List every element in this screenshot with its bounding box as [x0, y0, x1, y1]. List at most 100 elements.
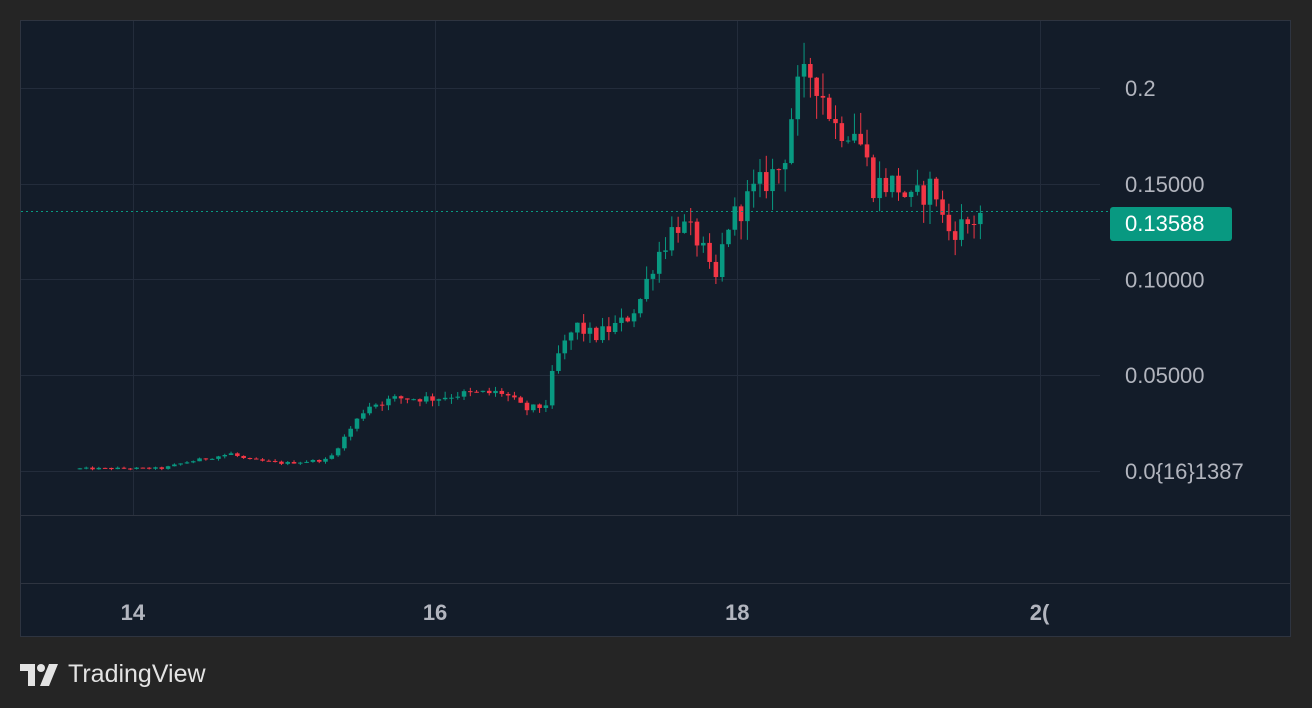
- candle-118: [820, 73, 826, 115]
- candle-108: [757, 159, 763, 198]
- candle-body-40: [329, 455, 335, 459]
- candle-body-142: [971, 223, 977, 225]
- candle-body-28: [253, 458, 259, 460]
- candle-body-15: [172, 464, 177, 467]
- candle-body-137: [940, 199, 945, 215]
- candle-11: [146, 467, 152, 470]
- candle-body-87: [625, 317, 631, 322]
- candle-body-34: [291, 462, 297, 464]
- candle-70: [518, 395, 523, 403]
- candle-114: [795, 65, 801, 136]
- candle-body-80: [581, 322, 586, 334]
- candle-125: [864, 129, 870, 167]
- candle-46: [367, 402, 372, 416]
- brand-name: TradingView: [68, 660, 206, 688]
- candle-body-136: [934, 178, 939, 200]
- candle-2: [90, 466, 95, 471]
- candle-37: [310, 459, 316, 463]
- candle-body-99: [701, 242, 706, 246]
- candle-107: [751, 169, 756, 208]
- candle-86: [619, 308, 624, 332]
- candle-99: [701, 236, 706, 253]
- candle-56: [430, 393, 435, 407]
- candle-52: [405, 398, 410, 404]
- candle-body-24: [228, 453, 234, 455]
- candle-body-62: [468, 391, 473, 393]
- candle-62: [468, 387, 473, 397]
- candle-body-48: [379, 404, 385, 406]
- candle-133: [915, 169, 920, 196]
- candle-44: [354, 418, 360, 432]
- candle-120: [833, 105, 838, 140]
- x-tick-label-0: 14: [121, 600, 146, 625]
- candle-body-115: [801, 64, 807, 77]
- candle-body-13: [159, 467, 165, 469]
- candle-body-11: [146, 467, 152, 469]
- candle-body-91: [650, 273, 656, 279]
- candle-body-42: [342, 436, 347, 449]
- candle-81: [587, 322, 593, 343]
- candle-body-77: [562, 340, 568, 354]
- candle-body-109: [764, 172, 769, 192]
- candle-body-90: [644, 278, 649, 300]
- candle-98: [694, 218, 700, 257]
- chart-panel[interactable]: 0.2 0.15000 0.10000 0.05000 0.0{16}1387 14 16 1…: [20, 20, 1291, 637]
- x-tick-label-1: 16: [423, 600, 447, 625]
- candle-body-43: [348, 428, 353, 437]
- candle-25: [235, 452, 240, 458]
- candle-body-104: [732, 206, 738, 230]
- x-tick-label-2: 18: [725, 600, 749, 625]
- candle-body-121: [839, 123, 845, 142]
- candle-34: [291, 460, 297, 464]
- candle-132: [908, 190, 914, 207]
- candle-21: [209, 458, 215, 460]
- candle-body-3: [96, 467, 102, 470]
- candle-138: [946, 203, 952, 241]
- candle-body-14: [165, 466, 171, 469]
- candle-body-94: [669, 227, 675, 251]
- candle-body-36: [304, 461, 309, 463]
- candle-1: [83, 466, 89, 470]
- candle-54: [417, 398, 423, 407]
- candle-28: [253, 457, 259, 460]
- candle-body-72: [531, 404, 536, 411]
- candle-body-59: [449, 397, 454, 399]
- candle-body-134: [921, 185, 926, 205]
- candle-139: [952, 221, 958, 256]
- candle-39: [323, 457, 328, 464]
- candle-88: [631, 309, 637, 328]
- candle-body-76: [556, 353, 561, 371]
- candle-body-63: [474, 391, 479, 393]
- candle-body-29: [260, 459, 265, 461]
- candle-78: [568, 331, 574, 350]
- candle-7: [121, 466, 127, 470]
- candle-body-49: [386, 398, 391, 406]
- candle-body-82: [593, 327, 599, 341]
- candle-body-102: [719, 244, 725, 278]
- candle-5: [109, 467, 114, 471]
- candle-9: [134, 467, 139, 470]
- candle-body-44: [354, 418, 360, 429]
- candle-body-143: [978, 212, 983, 225]
- candle-body-140: [959, 219, 964, 240]
- y-tick-label-1: 0.15000: [1125, 172, 1205, 197]
- candle-body-52: [405, 398, 410, 400]
- candle-body-33: [285, 462, 290, 464]
- candle-body-66: [493, 390, 498, 394]
- candle-body-84: [606, 326, 612, 333]
- candle-40: [329, 453, 335, 460]
- candle-104: [732, 197, 738, 236]
- tradingview-logo[interactable]: TradingView: [20, 660, 206, 689]
- candle-body-108: [757, 172, 763, 184]
- candle-body-20: [203, 458, 209, 460]
- candle-12: [153, 466, 158, 470]
- candle-111: [776, 168, 782, 184]
- candle-body-95: [675, 227, 681, 233]
- candle-body-75: [549, 370, 555, 406]
- candle-body-138: [946, 214, 952, 232]
- candle-66: [493, 386, 498, 397]
- candle-8: [128, 467, 133, 471]
- candle-53: [411, 398, 416, 401]
- candle-body-50: [392, 396, 398, 399]
